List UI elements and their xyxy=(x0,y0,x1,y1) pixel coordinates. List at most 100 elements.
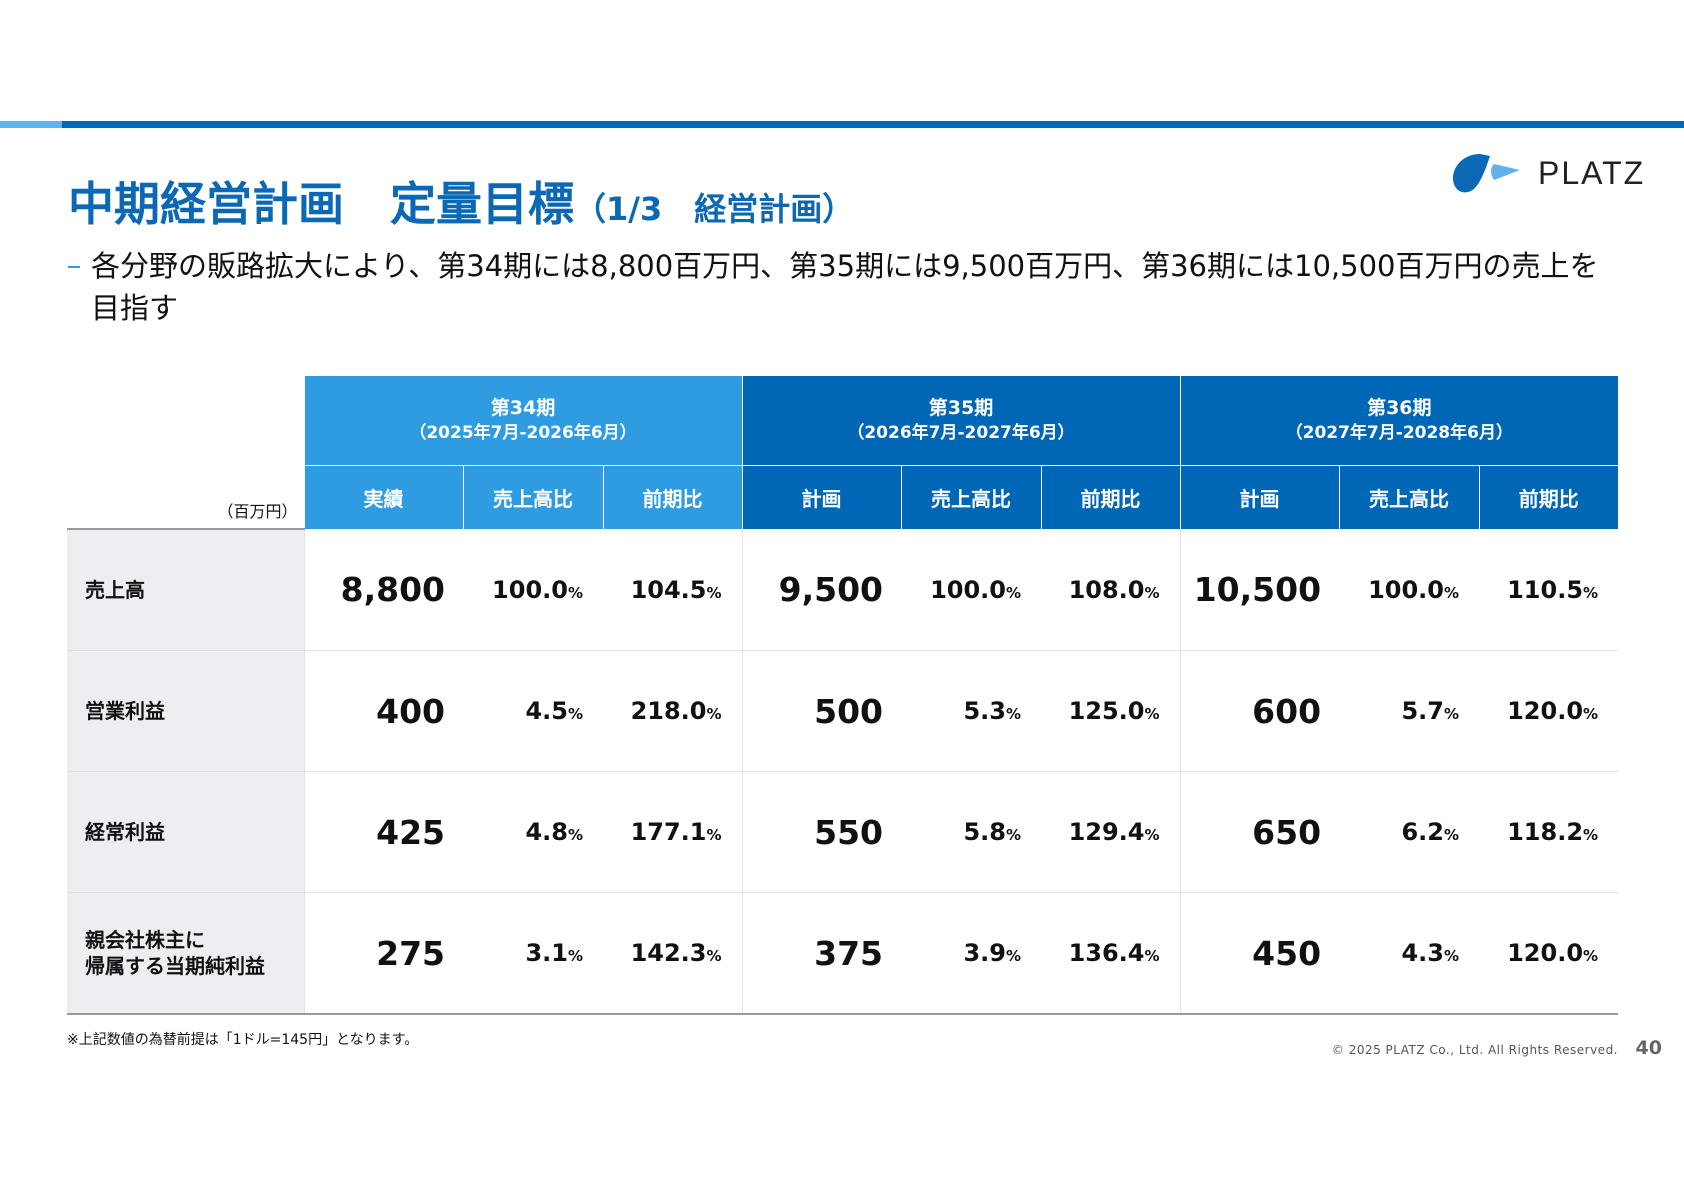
period-name: 第35期 xyxy=(928,396,994,419)
ratio-value: 129.4 xyxy=(1068,818,1145,846)
ratio-unit: % xyxy=(1005,705,1022,723)
ratio-unit: % xyxy=(1583,705,1599,723)
ratio-cell: 4.8% xyxy=(463,771,603,893)
ratio-cell: 104.5% xyxy=(603,529,743,651)
ratio-value: 4.3 xyxy=(1401,939,1444,967)
amount-cell: 600 xyxy=(1179,650,1340,772)
amount-cell: 425 xyxy=(303,771,463,893)
plan-table: （百万円） 第34期 （2025年7月-2026年6月） 第35期 （2026年7月-2… xyxy=(67,376,1619,1015)
ratio-value: 5.8 xyxy=(963,818,1006,846)
ratio-value: 6.2 xyxy=(1401,818,1444,846)
ratio-value: 136.4 xyxy=(1068,939,1145,967)
ratio-cell: 110.5% xyxy=(1479,529,1619,651)
title-main: 中期経営計画 定量目標 xyxy=(68,177,574,231)
ratio-unit: % xyxy=(567,705,583,723)
amount-cell: 275 xyxy=(303,892,463,1015)
period-header: 第34期 （2025年7月-2026年6月） xyxy=(303,376,743,466)
ratio-value: 108.0 xyxy=(1068,575,1145,604)
ratio-cell: 4.3% xyxy=(1339,892,1480,1015)
ratio-unit: % xyxy=(1144,705,1160,723)
ratio-value: 100.0 xyxy=(492,575,568,604)
ratio-cell: 100.0% xyxy=(1339,529,1480,651)
data-row: 営業利益 400 4.5% 218.0% 500 5.3% 125.0% 600 5.7% 120… xyxy=(67,650,1619,772)
row-label-line: 親会社株主に xyxy=(85,928,205,952)
amount-cell: 375 xyxy=(741,892,902,1015)
lead-text: 各分野の販路拡大により、第34期には8,800百万円、第35期には9,500百万… xyxy=(91,249,1599,325)
ratio-value: 100.0 xyxy=(1368,575,1444,604)
ratio-value: 110.5 xyxy=(1507,575,1584,604)
row-label: 親会社株主に 帰属する当期純利益 xyxy=(67,892,304,1015)
data-row: 親会社株主に 帰属する当期純利益 275 3.1% 142.3% 375 3.9% 136.4… xyxy=(67,892,1619,1015)
ratio-cell: 3.1% xyxy=(463,892,603,1015)
column-header: 前期比 xyxy=(1478,465,1619,529)
amount-cell: 650 xyxy=(1179,771,1340,893)
ratio-value: 100.0 xyxy=(930,575,1006,604)
period-header-row: （百万円） 第34期 （2025年7月-2026年6月） 第35期 （2026年7月-2… xyxy=(67,376,1619,530)
ratio-value: 3.9 xyxy=(963,939,1006,967)
ratio-cell: 5.3% xyxy=(901,650,1042,772)
ratio-unit: % xyxy=(1444,705,1460,723)
ratio-unit: % xyxy=(567,826,583,844)
ratio-unit: % xyxy=(1005,583,1022,602)
ratio-value: 3.1 xyxy=(525,939,568,967)
ratio-cell: 5.8% xyxy=(901,771,1042,893)
ratio-value: 218.0 xyxy=(630,697,707,725)
row-label-line: 帰属する当期純利益 xyxy=(85,954,265,978)
ratio-cell: 118.2% xyxy=(1479,771,1619,893)
ratio-cell: 6.2% xyxy=(1339,771,1480,893)
ratio-value: 4.8 xyxy=(525,818,568,846)
amount-cell: 550 xyxy=(741,771,902,893)
ratio-unit: % xyxy=(1144,826,1160,844)
ratio-value: 142.3 xyxy=(630,939,707,967)
ratio-unit: % xyxy=(1005,826,1022,844)
period-header: 第35期 （2026年7月-2027年6月） xyxy=(741,376,1181,466)
amount-cell: 400 xyxy=(303,650,463,772)
ratio-cell: 120.0% xyxy=(1479,892,1619,1015)
period-range: （2025年7月-2026年6月） xyxy=(409,422,637,443)
ratio-unit: % xyxy=(1444,947,1460,965)
ratio-value: 118.2 xyxy=(1507,818,1584,846)
page-number: 40 xyxy=(1635,1037,1662,1059)
bullet-dash xyxy=(68,266,80,268)
column-header: 売上高比 xyxy=(462,465,603,529)
ratio-unit: % xyxy=(706,947,722,965)
column-header: 前期比 xyxy=(1040,465,1181,529)
title: 中期経営計画 定量目標（1/3 経営計画） xyxy=(68,168,854,234)
logo: PLATZ xyxy=(1453,154,1643,193)
ratio-value: 5.3 xyxy=(963,697,1006,725)
column-header: 実績 xyxy=(303,465,463,529)
period-range: （2026年7月-2027年6月） xyxy=(847,422,1075,443)
row-label-line: 売上高 xyxy=(85,578,145,602)
note: ※上記数値の為替前提は「1ドル=145円」となります。 xyxy=(67,1032,419,1048)
ratio-cell: 108.0% xyxy=(1041,529,1181,651)
period-name: 第34期 xyxy=(490,396,556,419)
amount-cell: 500 xyxy=(741,650,902,772)
logo-mark xyxy=(1453,154,1490,193)
header-bar-accent xyxy=(0,121,62,128)
ratio-unit: % xyxy=(1005,947,1022,965)
ratio-cell: 100.0% xyxy=(463,529,603,651)
ratio-unit: % xyxy=(706,705,722,723)
ratio-cell: 3.9% xyxy=(901,892,1042,1015)
ratio-unit: % xyxy=(1583,947,1599,965)
ratio-unit: % xyxy=(1144,583,1160,602)
period-header: 第36期 （2027年7月-2028年6月） xyxy=(1179,376,1619,466)
ratio-cell: 5.7% xyxy=(1339,650,1480,772)
ratio-value: 4.5 xyxy=(525,697,568,725)
ratio-unit: % xyxy=(706,826,722,844)
column-header-row: 実績 売上高比 前期比 計画 売上高比 前期比 計画 売上高比 前期比 xyxy=(67,465,1619,529)
ratio-unit: % xyxy=(567,583,583,602)
amount-cell: 9,500 xyxy=(741,529,902,651)
ratio-unit: % xyxy=(706,583,722,602)
data-row: 経常利益 425 4.8% 177.1% 550 5.8% 129.4% 650 6.2% 118… xyxy=(67,771,1619,893)
ratio-value: 104.5 xyxy=(630,575,707,604)
ratio-cell: 142.3% xyxy=(603,892,743,1015)
ratio-cell: 177.1% xyxy=(603,771,743,893)
ratio-value: 5.7 xyxy=(1401,697,1444,725)
column-header: 前期比 xyxy=(602,465,743,529)
ratio-unit: % xyxy=(1583,826,1599,844)
title-sub: （1/3 経営計画） xyxy=(574,190,855,228)
ratio-cell: 218.0% xyxy=(603,650,743,772)
column-header: 計画 xyxy=(1179,465,1340,529)
ratio-unit: % xyxy=(567,947,583,965)
